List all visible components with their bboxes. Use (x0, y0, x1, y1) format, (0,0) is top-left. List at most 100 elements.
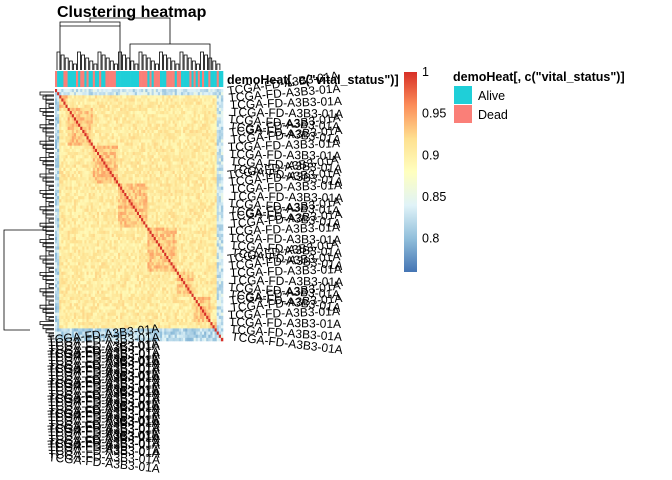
heatmap-cell (212, 129, 215, 134)
heatmap-cell (191, 265, 194, 269)
heatmap-cell (120, 274, 123, 279)
dendrogram-branch (42, 308, 54, 313)
heatmap-cell (128, 237, 131, 241)
heatmap-cell (63, 133, 66, 137)
heatmap-cell (185, 237, 188, 241)
heatmap-cell (193, 271, 196, 276)
heatmap-cell (80, 221, 83, 225)
heatmap-cell (185, 255, 188, 260)
heatmap-cell (88, 164, 91, 169)
heatmap-cell (84, 117, 87, 121)
heatmap-cell (216, 218, 220, 222)
heatmap-cell (115, 114, 119, 118)
heatmap-cell (157, 211, 161, 216)
heatmap-cell (168, 152, 171, 156)
heatmap-cell (73, 246, 77, 250)
heatmap-cell (94, 114, 98, 118)
heatmap-cell (199, 170, 203, 175)
heatmap-cell (139, 107, 142, 112)
heatmap-cell (191, 186, 194, 191)
heatmap-cell (126, 126, 129, 131)
heatmap-cell (134, 246, 138, 250)
heatmap-cell (71, 205, 75, 209)
heatmap-cell (67, 192, 70, 197)
heatmap-cell (92, 167, 96, 172)
dendrogram-branch (59, 21, 121, 26)
heatmap-cell (113, 243, 117, 247)
heatmap-cell (174, 167, 178, 172)
heatmap-cell (59, 114, 62, 118)
heatmap-cell (71, 120, 75, 124)
heatmap-cell (149, 180, 152, 184)
heatmap-cell (172, 139, 175, 143)
heatmap-cell (63, 215, 66, 219)
heatmap-cell (220, 120, 224, 124)
heatmap-cell (73, 215, 77, 219)
heatmap-cell (103, 104, 106, 109)
heatmap-cell (107, 205, 110, 209)
heatmap-cell (61, 255, 64, 260)
heatmap-cell (155, 167, 159, 172)
heatmap-cell (170, 101, 173, 106)
heatmap-cell (191, 104, 194, 109)
heatmap-cell (204, 145, 207, 150)
heatmap-cell (147, 262, 150, 266)
heatmap-cell (193, 252, 196, 257)
heatmap-cell (80, 211, 83, 216)
heatmap-cell (69, 240, 73, 244)
heatmap-cell (151, 167, 154, 172)
heatmap-cell (164, 255, 167, 260)
heatmap-cell (69, 120, 73, 124)
heatmap-cell (113, 126, 117, 131)
heatmap-cell (92, 221, 96, 225)
heatmap-cell (73, 174, 77, 178)
heatmap-cell (97, 255, 100, 260)
heatmap-cell (120, 230, 123, 235)
heatmap-cell (111, 218, 115, 222)
heatmap-cell (90, 136, 94, 140)
heatmap-cell (94, 196, 98, 200)
heatmap-cell (212, 186, 215, 191)
heatmap-cell (176, 126, 180, 131)
heatmap-cell (210, 95, 213, 99)
heatmap-cell (183, 268, 186, 272)
heatmap-cell (187, 202, 190, 206)
heatmap-cell (90, 233, 94, 238)
heatmap-cell (80, 230, 83, 235)
heatmap-cell (157, 95, 161, 99)
heatmap-cell (55, 120, 58, 124)
heatmap-cell (63, 262, 66, 266)
heatmap-cell (187, 155, 190, 159)
heatmap-cell (178, 161, 182, 165)
heatmap-cell (65, 92, 68, 96)
heatmap-cell (136, 237, 140, 241)
heatmap-cell (59, 98, 62, 102)
heatmap-cell (109, 246, 112, 250)
heatmap-cell (212, 164, 215, 169)
heatmap-cell (67, 126, 70, 131)
heatmap-cell (170, 104, 173, 109)
heatmap-cell (67, 117, 70, 121)
heatmap-cell (118, 205, 121, 209)
heatmap-cell (141, 230, 144, 235)
heatmap-cell (160, 170, 163, 175)
heatmap-cell (195, 271, 199, 276)
heatmap-cell (101, 274, 104, 279)
heatmap-cell (113, 262, 117, 266)
heatmap-cell (115, 224, 119, 228)
heatmap-cell (90, 205, 94, 209)
heatmap-cell (160, 268, 163, 272)
heatmap-cell (191, 158, 194, 162)
heatmap-cell (136, 183, 140, 187)
heatmap-cell (141, 271, 144, 276)
heatmap-cell (111, 123, 115, 128)
heatmap-cell (168, 95, 171, 99)
annotation-cell (153, 71, 157, 87)
heatmap-cell (145, 208, 148, 213)
heatmap-cell (212, 120, 215, 124)
heatmap-cell (107, 120, 110, 124)
heatmap-cell (185, 152, 188, 156)
heatmap-cell (141, 196, 144, 200)
heatmap-cell (99, 221, 102, 225)
heatmap-cell (124, 240, 127, 244)
